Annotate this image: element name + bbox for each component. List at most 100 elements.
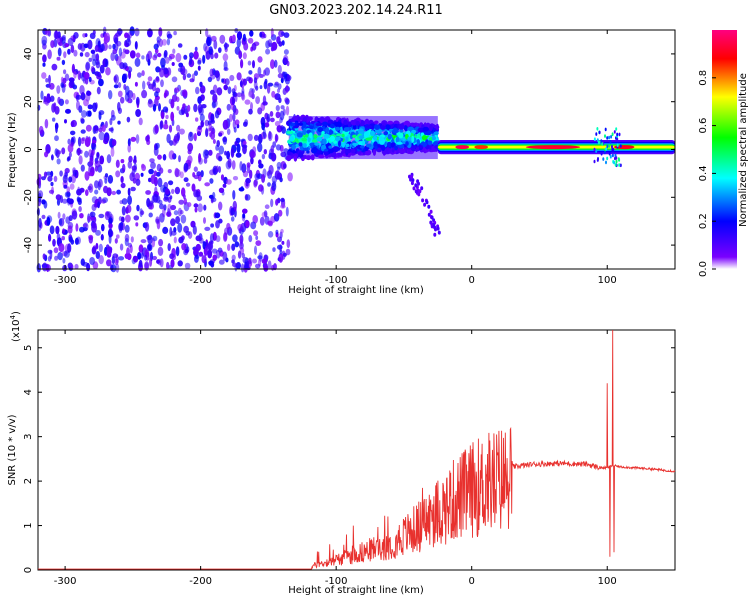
noise-blob — [232, 234, 238, 243]
noise-blob — [71, 119, 77, 128]
noise-blob — [226, 103, 231, 111]
noise-blob — [274, 133, 278, 143]
noise-blob — [106, 259, 112, 267]
noise-blob — [104, 32, 110, 43]
noise-blob — [234, 241, 240, 248]
mid-band-cell — [301, 137, 308, 142]
noise-blob — [79, 72, 83, 79]
noise-blob — [82, 227, 88, 232]
noise-blob — [62, 228, 66, 234]
noise-blob — [50, 181, 54, 187]
mid-band-cell — [291, 144, 296, 150]
noise-blob — [178, 62, 184, 68]
noise-blob — [119, 228, 122, 233]
noise-blob — [241, 252, 245, 259]
x-tick-label: -300 — [54, 576, 77, 587]
noise-blob — [36, 263, 41, 273]
noise-blob — [175, 52, 182, 63]
colorbar-tick-label: 0.4 — [698, 165, 709, 181]
noise-blob — [137, 72, 142, 78]
noise-blob — [261, 258, 268, 264]
noise-blob — [257, 142, 263, 153]
mid-band-cell — [337, 152, 343, 157]
noise-blob — [162, 226, 169, 234]
noise-blob — [255, 96, 260, 105]
mid-band-cell — [402, 136, 406, 141]
noise-blob — [81, 110, 87, 118]
noise-blob — [124, 233, 130, 242]
noise-blob — [113, 74, 119, 85]
mid-band-cell — [302, 129, 307, 135]
mid-band-cell — [289, 135, 294, 142]
disturbance-cell — [604, 127, 607, 132]
noise-blob — [38, 217, 42, 228]
noise-blob — [48, 189, 55, 194]
spectrogram-y-label: Frequency (Hz) — [7, 112, 18, 188]
noise-blob — [244, 99, 251, 105]
noise-blob — [124, 49, 130, 55]
tail-cell — [429, 209, 433, 214]
noise-blob — [280, 204, 286, 209]
noise-blob — [144, 254, 148, 261]
y-tick-label: 3 — [23, 433, 34, 439]
noise-blob — [54, 255, 59, 261]
disturbance-cell — [613, 160, 616, 165]
noise-blob — [250, 156, 254, 165]
noise-blob — [82, 33, 87, 38]
noise-blob — [204, 226, 211, 231]
noise-blob — [85, 189, 89, 197]
noise-blob — [211, 35, 217, 42]
tail-cell — [414, 183, 418, 188]
noise-blob — [120, 159, 125, 164]
noise-blob — [226, 179, 232, 185]
disturbance-cell — [614, 156, 616, 161]
disturbance-cell — [602, 157, 605, 161]
noise-blob — [248, 90, 254, 98]
noise-blob — [42, 253, 46, 260]
mid-band-cell — [332, 146, 339, 153]
noise-blob — [170, 230, 177, 236]
noise-blob — [236, 31, 243, 41]
noise-blob — [245, 194, 251, 201]
noise-blob — [75, 223, 79, 232]
noise-blob — [242, 144, 247, 155]
noise-blob — [218, 145, 225, 155]
noise-blob — [79, 213, 84, 219]
noise-blob — [153, 146, 159, 156]
noise-blob — [158, 238, 164, 247]
mid-band-cell — [298, 142, 303, 147]
mid-band-cell — [411, 135, 415, 143]
tail-cell — [430, 215, 434, 220]
mid-band-cell — [417, 127, 424, 133]
disturbance-cell — [608, 144, 611, 148]
mid-band-cell — [310, 154, 315, 161]
noise-blob — [211, 248, 218, 254]
noise-blob — [259, 216, 265, 226]
mid-band-cell — [286, 131, 294, 134]
noise-blob — [250, 102, 253, 111]
disturbance-cell — [601, 142, 604, 146]
noise-blob — [38, 125, 44, 135]
noise-blob — [149, 158, 155, 163]
noise-blob — [267, 220, 273, 226]
noise-blob — [67, 243, 72, 253]
noise-blob — [122, 163, 126, 173]
noise-blob — [87, 216, 92, 222]
noise-blob — [69, 79, 75, 88]
noise-blob — [199, 113, 205, 122]
noise-blob — [240, 263, 245, 273]
noise-blob — [275, 111, 281, 119]
noise-blob — [91, 53, 97, 61]
noise-blob — [235, 137, 241, 143]
mid-band-cell — [317, 131, 322, 136]
mid-band-cell — [422, 126, 429, 132]
noise-blob — [88, 183, 94, 193]
mid-band-cell — [373, 135, 378, 141]
noise-blob — [201, 255, 207, 264]
noise-blob — [66, 191, 71, 197]
noise-blob — [243, 121, 248, 127]
noise-blob — [152, 103, 157, 112]
noise-blob — [149, 257, 153, 267]
noise-blob — [200, 120, 204, 128]
noise-blob — [165, 56, 170, 64]
